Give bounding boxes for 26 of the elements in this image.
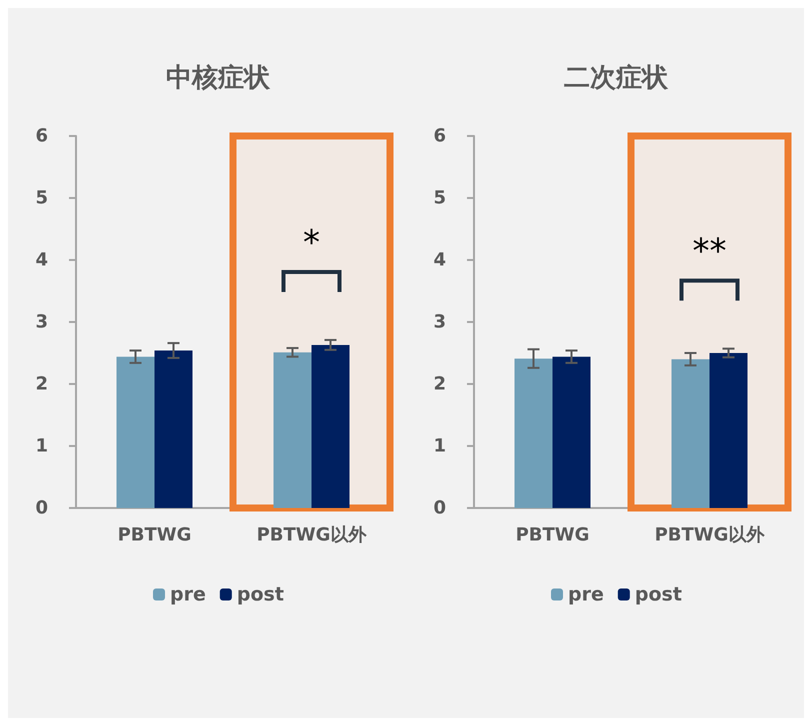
y-tick-label: 1 [35,436,48,456]
legend-label: pre [170,584,206,606]
legend-label: post [634,584,682,606]
y-tick-label: 6 [35,126,48,146]
y-tick-label: 0 [433,498,446,518]
annotation: ** [692,232,726,272]
y-tick-label: 5 [433,188,446,208]
chart-title: 中核症状 [166,63,271,93]
x-tick-label: PBTWG [118,524,192,546]
chart-title: 二次症状 [564,63,669,93]
annotation: * [303,222,320,263]
y-tick-label: 4 [433,250,446,270]
legend-label: pre [568,584,604,606]
y-tick-label: 2 [433,374,446,394]
y-tick-label: 1 [433,436,446,456]
y-tick-label: 3 [35,312,48,332]
x-tick-label: PBTWG以外 [256,524,368,546]
y-tick-label: 2 [35,374,48,394]
y-tick-label: 0 [35,498,48,518]
x-tick-label: PBTWG以外 [654,524,766,546]
x-tick-label: PBTWG [516,524,590,546]
y-tick-label: 3 [433,312,446,332]
legend-label: post [236,584,284,606]
y-tick-label: 4 [35,250,48,270]
y-tick-label: 5 [35,188,48,208]
y-tick-label: 6 [433,126,446,146]
